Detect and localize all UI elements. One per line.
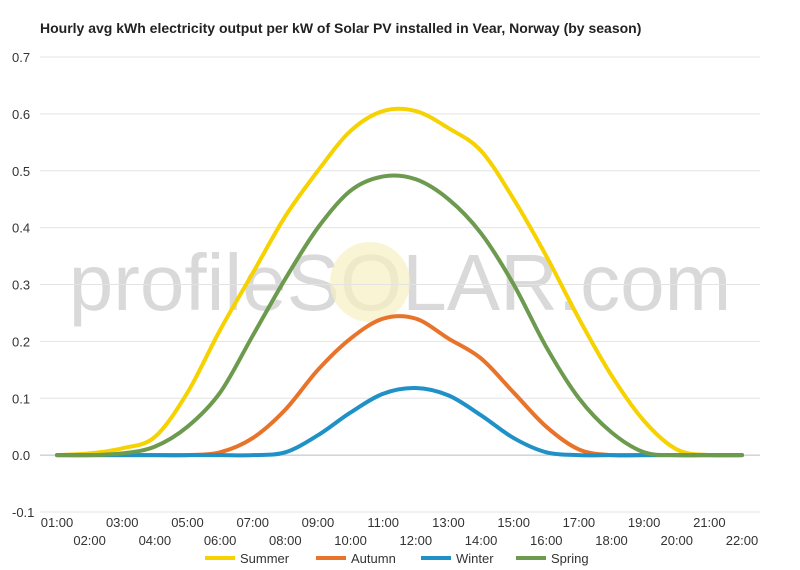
x-tick-label: 14:00	[465, 533, 498, 548]
series-lines	[55, 106, 744, 458]
y-tick-label: 0.0	[12, 448, 30, 463]
x-tick-label: 19:00	[628, 515, 661, 530]
y-tick-label: 0.2	[12, 334, 30, 349]
legend: Summer Autumn Winter Spring	[205, 551, 589, 566]
legend-label: Spring	[551, 551, 589, 566]
x-tick-label: 15:00	[497, 515, 530, 530]
x-tick-label: 06:00	[204, 533, 237, 548]
y-tick-label: 0.6	[12, 107, 30, 122]
series-line-summer	[55, 106, 744, 458]
series-line-winter	[55, 386, 744, 458]
y-tick-label: 0.7	[12, 50, 30, 65]
x-tick-label: 17:00	[563, 515, 596, 530]
x-tick-label: 12:00	[400, 533, 433, 548]
x-tick-label: 08:00	[269, 533, 302, 548]
x-tick-label: 11:00	[367, 515, 399, 530]
y-tick-label: -0.1	[12, 505, 34, 520]
legend-label: Winter	[456, 551, 494, 566]
x-tick-label: 21:00	[693, 515, 726, 530]
y-axis: -0.1 0.0 0.1 0.2 0.3 0.4 0.5 0.6 0.7	[12, 50, 34, 520]
x-tick-label: 02:00	[73, 533, 106, 548]
grid-lines	[40, 56, 760, 513]
x-tick-label: 04:00	[139, 533, 172, 548]
x-tick-label: 09:00	[302, 515, 335, 530]
x-tick-label: 18:00	[595, 533, 628, 548]
x-tick-label: 05:00	[171, 515, 204, 530]
legend-label: Summer	[240, 551, 290, 566]
x-tick-label: 10:00	[334, 533, 367, 548]
x-tick-label: 03:00	[106, 515, 139, 530]
x-tick-label: 20:00	[660, 533, 693, 548]
y-tick-label: 0.5	[12, 164, 30, 179]
x-tick-label: 01:00	[41, 515, 74, 530]
y-tick-label: 0.3	[12, 278, 30, 293]
x-tick-label: 07:00	[236, 515, 269, 530]
x-tick-label: 22:00	[726, 533, 759, 548]
watermark-sun-icon	[330, 242, 410, 322]
x-tick-label: 16:00	[530, 533, 563, 548]
y-tick-label: 0.1	[12, 391, 30, 406]
x-tick-label: 13:00	[432, 515, 465, 530]
series-line-spring	[55, 173, 744, 458]
chart-title: Hourly avg kWh electricity output per kW…	[40, 20, 641, 36]
legend-label: Autumn	[351, 551, 396, 566]
y-tick-label: 0.4	[12, 221, 30, 236]
